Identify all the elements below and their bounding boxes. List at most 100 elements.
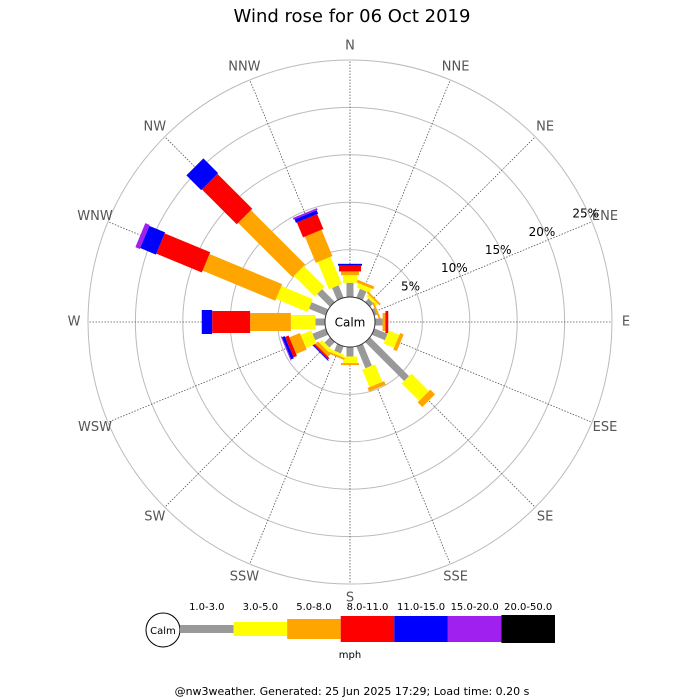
bar-segment bbox=[366, 294, 378, 306]
bar-segment bbox=[186, 158, 219, 191]
spoke bbox=[372, 331, 593, 423]
bar-segment bbox=[401, 373, 429, 401]
bar-segment bbox=[338, 263, 362, 266]
direction-label: WNW bbox=[77, 209, 113, 224]
legend-label: 20.0-50.0 bbox=[504, 602, 552, 613]
spoke bbox=[164, 339, 333, 508]
direction-label: WSW bbox=[78, 420, 112, 435]
direction-label: ESE bbox=[593, 420, 618, 435]
bar-segment bbox=[311, 343, 329, 361]
bar-segment bbox=[300, 330, 317, 348]
legend-swatch bbox=[340, 616, 395, 642]
r-tick-label: 10% bbox=[441, 261, 468, 275]
bar-segment bbox=[329, 349, 344, 358]
direction-label: NNE bbox=[442, 60, 470, 75]
legend-swatch bbox=[501, 615, 555, 643]
bar-segment bbox=[374, 318, 383, 326]
bar-segment bbox=[312, 342, 330, 360]
bar-segment bbox=[282, 336, 294, 360]
r-tick-label: 20% bbox=[529, 225, 556, 239]
bar-segment bbox=[343, 356, 357, 364]
bar-segment bbox=[238, 210, 306, 278]
bar-segment bbox=[304, 229, 333, 263]
bar-segment bbox=[332, 285, 344, 301]
bar-segment bbox=[362, 364, 383, 388]
direction-label: S bbox=[346, 591, 354, 606]
chart-title: Wind rose for 06 Oct 2019 bbox=[234, 6, 471, 27]
spoke bbox=[359, 79, 451, 300]
direction-label: ENE bbox=[592, 209, 618, 224]
bar-segment bbox=[312, 328, 329, 341]
spoke bbox=[367, 136, 536, 305]
legend-swatch bbox=[287, 619, 341, 639]
direction-label: SE bbox=[537, 510, 553, 525]
bar-segment bbox=[280, 336, 292, 361]
bar-segment bbox=[212, 311, 251, 333]
bar-segment bbox=[341, 271, 359, 276]
units-label: mph bbox=[339, 650, 361, 661]
footer: @nw3weather. Generated: 25 Jun 2025 17:2… bbox=[175, 685, 530, 698]
legend-label: 1.0-3.0 bbox=[189, 602, 224, 613]
bar-segment bbox=[250, 313, 291, 331]
bar-segment bbox=[201, 173, 253, 225]
r-tick-label: 25% bbox=[572, 207, 599, 221]
legend-label: 11.0-15.0 bbox=[397, 602, 445, 613]
bar-segment bbox=[365, 298, 374, 307]
bar-segment bbox=[202, 254, 283, 301]
bar-segment bbox=[371, 328, 388, 341]
bar-segment bbox=[365, 337, 410, 382]
bar-segment bbox=[371, 308, 378, 316]
direction-label: E bbox=[622, 315, 630, 330]
spoke bbox=[249, 344, 341, 565]
bar-segment bbox=[385, 311, 389, 333]
legend-label: 15.0-20.0 bbox=[451, 602, 499, 613]
bar-segment bbox=[135, 223, 150, 249]
bar-segment bbox=[393, 333, 404, 352]
direction-label: NNW bbox=[228, 60, 260, 75]
bar-segment bbox=[315, 341, 331, 357]
bar-segment bbox=[308, 302, 329, 316]
bar-segment bbox=[293, 265, 325, 297]
legend-label: 8.0-11.0 bbox=[347, 602, 389, 613]
direction-label: NW bbox=[144, 119, 167, 134]
r-tick-label: 5% bbox=[401, 279, 420, 293]
bar-segment bbox=[156, 233, 211, 273]
bar-segment bbox=[346, 347, 354, 357]
bar-segment bbox=[366, 291, 381, 306]
bar-segment bbox=[356, 279, 375, 290]
bar-segment bbox=[356, 283, 372, 293]
legend-label: 3.0-5.0 bbox=[243, 602, 278, 613]
bar-segment bbox=[140, 225, 166, 255]
legend-swatch bbox=[394, 616, 448, 642]
legend-swatch bbox=[447, 616, 502, 642]
bar-segment bbox=[294, 210, 319, 223]
direction-label: W bbox=[68, 315, 81, 330]
bar-segment bbox=[317, 256, 342, 290]
bar-segment bbox=[315, 318, 325, 326]
bar-segment bbox=[292, 208, 318, 220]
bar-segment bbox=[339, 265, 361, 272]
bar-segment bbox=[346, 282, 354, 297]
direction-label: N bbox=[345, 39, 355, 54]
calm-circle bbox=[324, 296, 376, 348]
legend-calm-label: Calm bbox=[150, 626, 176, 637]
r-tick-label: 15% bbox=[485, 243, 512, 257]
bar-segment bbox=[334, 343, 344, 354]
direction-label: SSW bbox=[230, 569, 260, 584]
bar-segment bbox=[317, 289, 335, 307]
bar-segment bbox=[341, 363, 359, 366]
legend-label: 5.0-8.0 bbox=[296, 602, 331, 613]
bar-segment bbox=[356, 288, 367, 301]
grid-ring bbox=[87, 59, 613, 585]
direction-label: NE bbox=[536, 119, 554, 134]
direction-label: SSE bbox=[443, 569, 468, 584]
bar-segment bbox=[382, 313, 386, 331]
bar-segment bbox=[289, 333, 307, 355]
bar-segment bbox=[327, 351, 345, 360]
bar-segment bbox=[383, 330, 400, 348]
bar-segment bbox=[296, 214, 324, 238]
bar-segment bbox=[201, 310, 213, 334]
legend-swatch bbox=[233, 622, 288, 636]
legend-swatch bbox=[180, 625, 234, 633]
